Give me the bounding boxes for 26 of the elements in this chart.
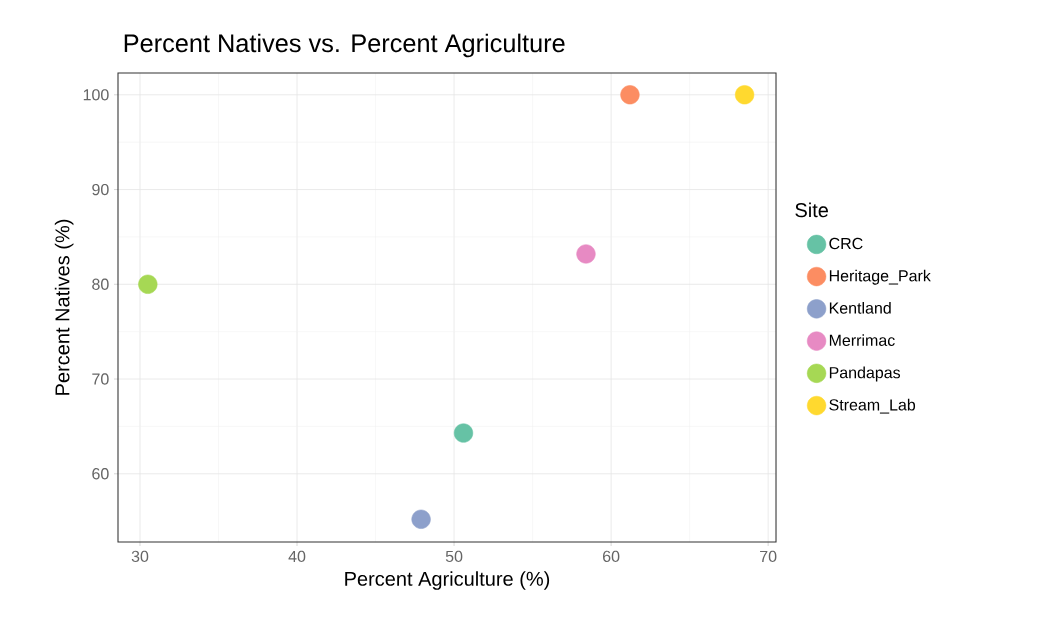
y-tick-label: 70 [92,373,109,385]
y-tick-label: 60 [92,468,109,480]
point [576,244,596,264]
y-tick-label: 90 [92,183,109,196]
legend-label: Pandapas [829,366,901,382]
legend-label: Stream_Lab [829,398,916,414]
legend-label: Heritage_Park [829,269,931,285]
x-axis-title: Percent Agriculture (%) [345,571,550,590]
legend-label: Kentland [829,302,891,314]
chart-title: Percent Natives vs. Percent Agriculture [124,33,565,58]
legend-label: Merrimac [829,334,895,347]
point [138,274,158,294]
x-tick-label: 70 [760,550,777,563]
x-tick-label: 60 [603,550,620,563]
point [453,423,474,443]
y-axis-title: Percent Natives (%) [54,219,74,395]
point [411,509,431,529]
y-tick-label: 80 [92,278,109,290]
y-tick-label: 100 [83,89,109,101]
x-tick-label: 40 [288,550,306,563]
point [735,85,755,105]
x-tick-label: 30 [131,550,149,563]
legend-label: CRC [829,237,863,250]
legend-title: Site [795,202,829,218]
point [620,85,640,105]
x-tick-label: 50 [445,550,463,563]
